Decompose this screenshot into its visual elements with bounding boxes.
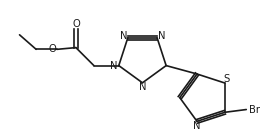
Text: Br: Br <box>249 105 260 115</box>
Text: N: N <box>139 82 146 92</box>
Text: O: O <box>49 44 56 54</box>
Text: S: S <box>223 74 229 84</box>
Text: O: O <box>72 19 80 29</box>
Text: N: N <box>110 61 118 71</box>
Text: N: N <box>120 31 127 41</box>
Text: N: N <box>193 121 201 131</box>
Text: N: N <box>158 31 165 41</box>
